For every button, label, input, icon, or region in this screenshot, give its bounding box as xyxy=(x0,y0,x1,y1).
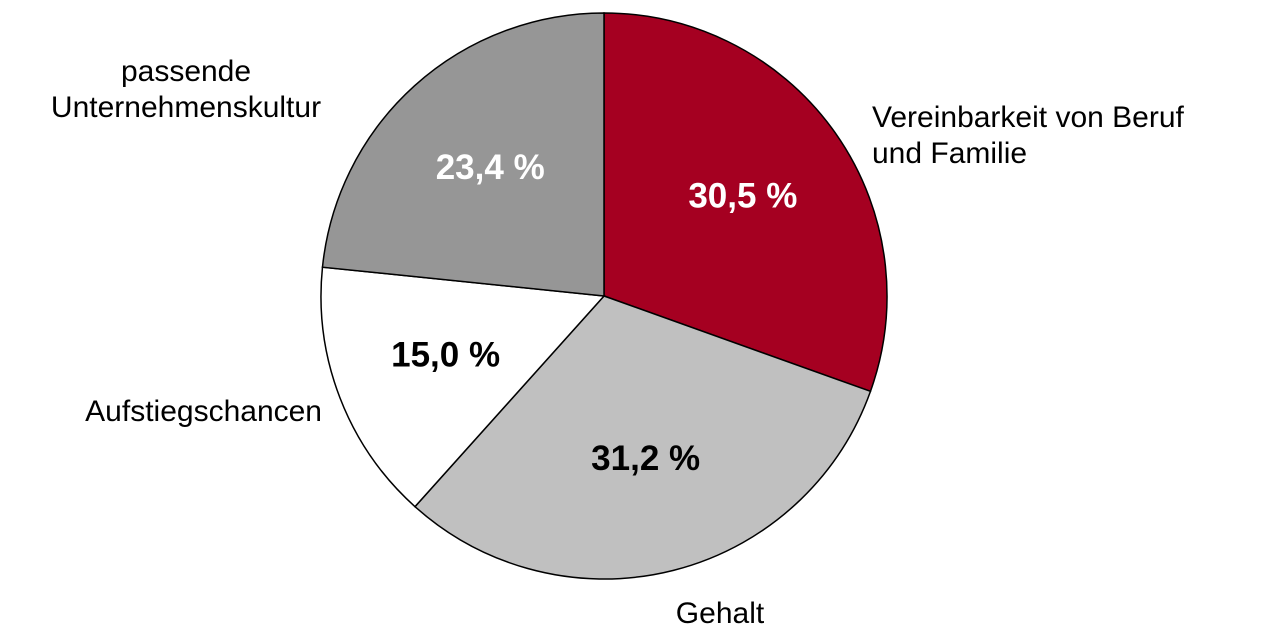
pie-slice xyxy=(320,266,606,508)
value-label: 31,2 % xyxy=(591,439,700,478)
value-label: 30,5 % xyxy=(688,176,797,215)
value-label: 23,4 % xyxy=(436,148,545,187)
category-label: passende Unternehmenskultur xyxy=(50,55,322,124)
pie-slice xyxy=(603,12,888,393)
category-label: Aufstiegschancen xyxy=(85,395,322,428)
value-label: 15,0 % xyxy=(391,335,500,374)
category-label: Gehalt xyxy=(675,597,765,630)
pie-slice xyxy=(321,12,605,297)
pie-slice xyxy=(413,295,872,580)
category-label: Vereinbarkeit von Beruf und Familie xyxy=(872,101,1184,170)
